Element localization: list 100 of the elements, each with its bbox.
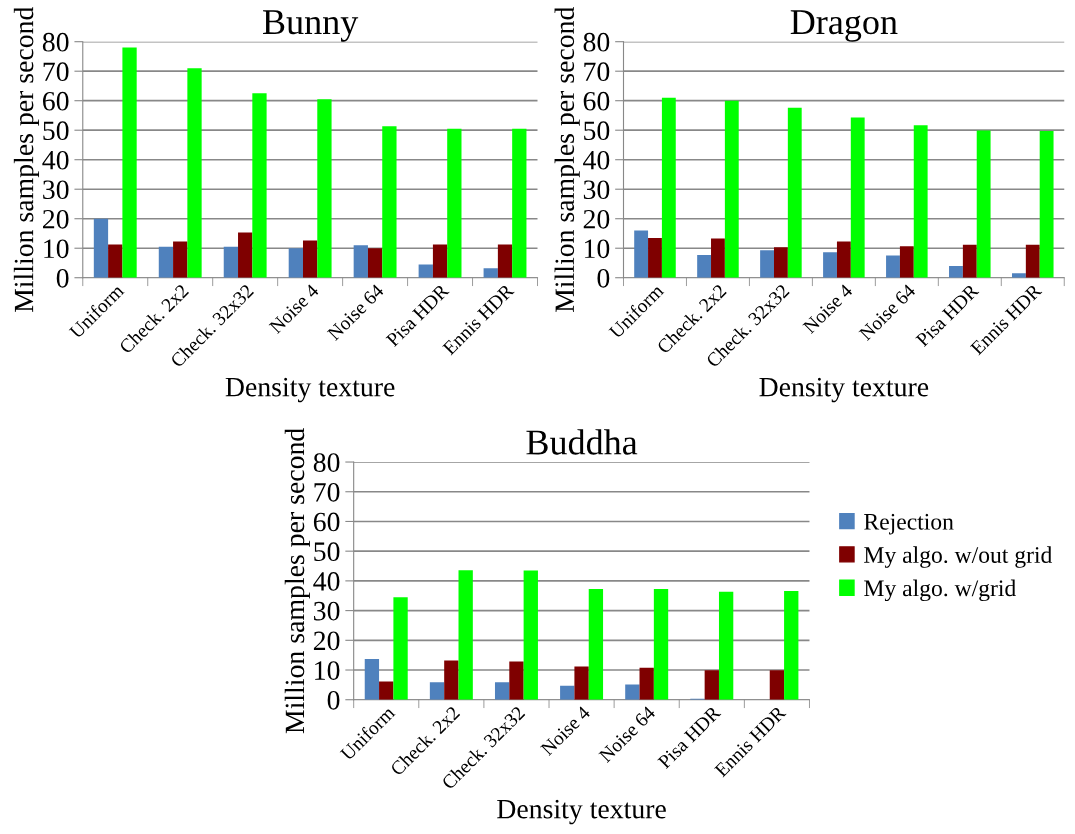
- bar: [718, 591, 734, 700]
- bar: [379, 681, 394, 700]
- y-tick-label: 70: [43, 62, 69, 82]
- bar: [158, 246, 174, 278]
- y-tick-label: 80: [42, 32, 69, 52]
- y-tick-label: 30: [583, 180, 610, 200]
- bar: [704, 670, 719, 700]
- bar: [497, 244, 513, 278]
- y-tick-label: 40: [313, 572, 340, 591]
- y-tick-label: 70: [584, 62, 610, 82]
- bar: [367, 248, 383, 278]
- bar: [1011, 273, 1026, 278]
- bar: [648, 237, 662, 278]
- bar: [223, 246, 239, 278]
- y-tick-label: 50: [314, 542, 340, 562]
- y-tick-label: 10: [315, 661, 340, 680]
- bar: [661, 97, 676, 278]
- bar: [458, 570, 473, 700]
- bar: [784, 590, 799, 700]
- bar: [724, 100, 739, 278]
- bar: [976, 130, 991, 278]
- bar: [588, 588, 604, 700]
- bar: [418, 264, 433, 278]
- bar: [962, 244, 977, 278]
- chart-title: Buddha: [526, 429, 638, 455]
- bar: [483, 268, 498, 278]
- chart-title: Dragon: [790, 10, 898, 42]
- bar: [494, 682, 510, 700]
- legend-label: My algo. w/out grid: [864, 546, 1053, 568]
- legend-label: Rejection: [864, 513, 954, 535]
- bar: [252, 93, 267, 278]
- bar: [697, 255, 712, 278]
- bar: [447, 128, 462, 278]
- y-tick-label: 60: [313, 512, 340, 532]
- bar: [560, 685, 575, 700]
- bar: [353, 245, 368, 278]
- y-tick-label: 0: [597, 268, 610, 288]
- bar: [625, 684, 640, 700]
- bar: [634, 230, 649, 278]
- y-tick-label: 30: [43, 180, 69, 200]
- bar: [429, 682, 445, 700]
- y-tick-label: 50: [584, 121, 610, 141]
- bar: [93, 218, 109, 278]
- y-tick-label: 50: [43, 121, 69, 141]
- bar: [382, 126, 397, 278]
- y-tick-label: 70: [314, 482, 340, 502]
- bar: [769, 670, 785, 700]
- y-tick-label: 20: [583, 209, 610, 229]
- y-axis-title: Million samples per second: [284, 428, 310, 734]
- x-axis-title: Density texture: [497, 799, 666, 825]
- bar: [187, 68, 202, 278]
- bar: [108, 244, 123, 278]
- legend-label: My algo. w/grid: [864, 579, 1016, 602]
- x-axis-title: Density texture: [225, 377, 395, 403]
- bar: [787, 107, 802, 278]
- bar: [639, 667, 654, 700]
- y-tick-label: 30: [314, 601, 340, 621]
- bar: [512, 128, 527, 278]
- bar: [653, 588, 669, 700]
- y-tick-label: 10: [584, 239, 610, 259]
- y-tick-label: 40: [583, 150, 610, 170]
- bar: [509, 661, 524, 700]
- bar: [393, 597, 408, 700]
- bar: [1039, 131, 1054, 278]
- y-tick-label: 60: [43, 91, 69, 111]
- bar: [773, 247, 788, 278]
- bar: [850, 117, 865, 278]
- bar: [302, 240, 318, 278]
- bar: [523, 570, 538, 700]
- bar: [711, 238, 725, 278]
- bar: [949, 265, 963, 278]
- y-tick-label: 0: [56, 268, 69, 288]
- bar: [122, 47, 137, 278]
- y-tick-label: 10: [44, 239, 69, 259]
- bar: [836, 241, 851, 278]
- y-tick-label: 80: [313, 453, 340, 472]
- bar: [886, 255, 900, 278]
- y-axis-title: Million samples per second: [554, 6, 580, 313]
- bar: [899, 246, 914, 278]
- bar: [288, 248, 303, 278]
- bar: [173, 241, 188, 278]
- y-tick-label: 40: [42, 150, 69, 170]
- bar: [364, 659, 380, 700]
- chart-title: Bunny: [263, 10, 359, 42]
- bar: [1025, 244, 1040, 278]
- bar: [444, 660, 459, 700]
- bar: [574, 666, 589, 700]
- y-tick-label: 20: [43, 209, 69, 229]
- y-tick-label: 80: [583, 32, 610, 52]
- y-axis-title: Million samples per second: [13, 6, 40, 313]
- bar: [317, 99, 332, 278]
- y-tick-label: 0: [327, 690, 340, 710]
- bar: [432, 244, 448, 278]
- bar: [913, 125, 928, 278]
- y-tick-label: 60: [583, 91, 610, 111]
- y-tick-label: 20: [313, 631, 340, 651]
- bar: [238, 232, 253, 278]
- bar: [760, 250, 774, 278]
- bar: [823, 252, 837, 278]
- x-axis-title: Density texture: [759, 377, 929, 403]
